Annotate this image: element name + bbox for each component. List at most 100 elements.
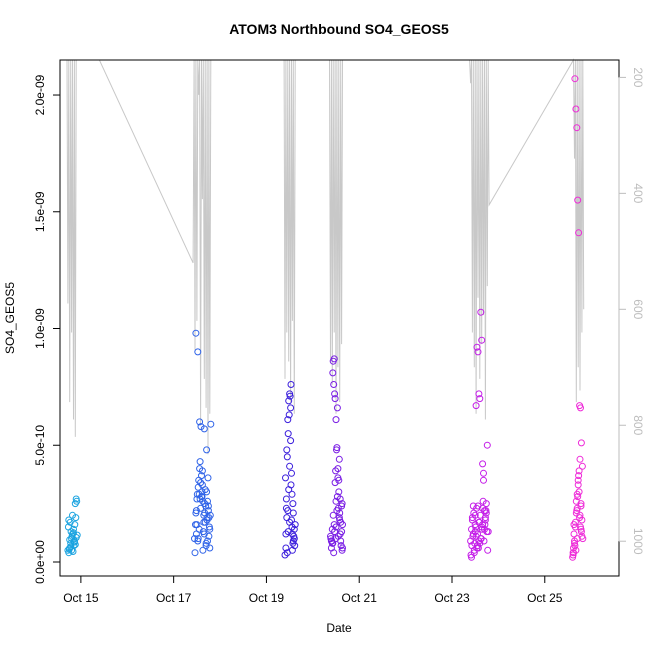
data-point (194, 535, 202, 543)
data-point (473, 343, 481, 351)
data-point (206, 544, 214, 552)
data-point (484, 546, 492, 554)
series-2 (191, 329, 215, 557)
data-point (476, 395, 484, 403)
data-point (570, 530, 578, 538)
y-tick-label: 0.0e+00 (33, 540, 47, 584)
data-point (289, 500, 297, 508)
series-1 (64, 495, 81, 557)
series-4 (327, 355, 346, 557)
data-point (288, 530, 296, 538)
data-point (332, 523, 340, 531)
data-point (478, 336, 486, 344)
data-point (468, 525, 475, 533)
data-point (571, 75, 579, 83)
data-point (197, 479, 205, 487)
data-point (475, 390, 483, 398)
data-point (191, 549, 199, 557)
data-point (283, 446, 291, 454)
data-point (338, 546, 346, 554)
data-point (285, 397, 293, 405)
data-point (204, 502, 212, 510)
data-point (335, 514, 343, 522)
data-point (196, 418, 204, 426)
data-point (482, 509, 490, 517)
y-tick-label: 1.0e-09 (33, 308, 47, 349)
data-point (204, 497, 211, 505)
data-point (287, 404, 295, 412)
data-point (576, 455, 584, 463)
data-point (193, 521, 201, 529)
data-point (335, 455, 343, 463)
data-point (200, 425, 208, 433)
y-tick-label: 2.0e-09 (33, 74, 47, 115)
data-point (574, 196, 582, 204)
data-point (194, 348, 202, 356)
y2-axis: 200 400 600 800 1000 (618, 67, 645, 555)
data-point (468, 553, 475, 561)
data-point (335, 488, 343, 496)
data-point (202, 542, 210, 550)
data-point (66, 536, 74, 544)
data-point (574, 493, 582, 501)
data-point (69, 511, 76, 519)
data-point (575, 229, 583, 237)
data-point (198, 493, 206, 501)
data-point (578, 516, 586, 524)
data-point (330, 355, 338, 363)
y-tick-label: 5.0e-10 (33, 425, 47, 466)
data-point (480, 469, 487, 477)
y-axis: 0.0e+00 5.0e-10 1.0e-09 1.5e-09 2.0e-09 (33, 74, 61, 584)
data-point (68, 546, 76, 554)
data-point (289, 537, 297, 545)
y2-tick-label: 800 (631, 415, 645, 435)
data-point (73, 497, 81, 505)
data-point (199, 497, 207, 505)
data-point (327, 544, 335, 552)
data-point (200, 530, 208, 538)
data-point (328, 525, 336, 533)
data-point (199, 546, 207, 554)
data-point (333, 507, 341, 515)
data-point (479, 460, 487, 468)
data-point (284, 507, 292, 515)
points-layer (64, 75, 587, 561)
data-point (287, 481, 295, 489)
data-point (333, 446, 340, 454)
data-point (287, 381, 295, 388)
y-axis-label: SO4_GEOS5 (3, 282, 17, 354)
y-tick-label: 1.5e-09 (33, 191, 47, 232)
data-point (336, 495, 344, 503)
data-point (290, 525, 298, 533)
y2-tick-label: 1000 (631, 528, 645, 555)
data-point (192, 507, 200, 515)
data-point (336, 530, 344, 538)
data-point (198, 481, 206, 489)
data-point (286, 462, 294, 470)
data-point (331, 395, 339, 403)
data-point (479, 504, 487, 512)
data-point (471, 511, 479, 519)
data-point (331, 390, 339, 398)
data-point (573, 507, 581, 515)
data-point (481, 525, 488, 533)
data-point (578, 462, 586, 470)
data-point (577, 439, 585, 447)
data-point (332, 416, 340, 424)
data-point (204, 474, 212, 482)
data-point (574, 481, 582, 489)
data-point (207, 420, 215, 428)
data-point (577, 404, 584, 412)
data-point (333, 404, 341, 412)
data-point (203, 446, 211, 454)
data-point (196, 458, 204, 466)
data-point (572, 497, 580, 505)
x-tick-label: Oct 17 (156, 591, 192, 605)
data-point (284, 416, 292, 424)
data-point (281, 551, 289, 559)
data-point (575, 488, 583, 496)
y2-tick-label: 600 (631, 299, 645, 319)
data-point (192, 530, 200, 538)
